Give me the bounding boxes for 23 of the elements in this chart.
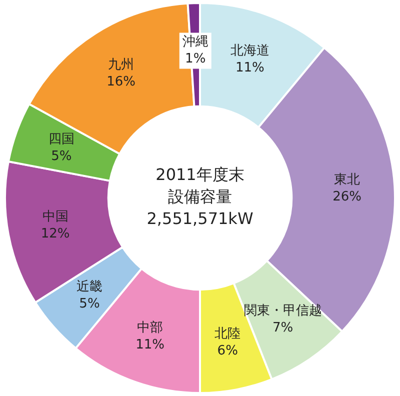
text: 設備容量 <box>168 187 232 206</box>
data-label: 11% <box>235 60 264 76</box>
data-label: 16% <box>106 74 136 90</box>
slice-label: 近畿 <box>76 279 102 294</box>
data-label: 6% <box>217 344 238 359</box>
slice-label: 北陸 <box>214 326 241 342</box>
slice-label: 北海道 <box>230 43 270 58</box>
data-label: 5% <box>51 148 72 164</box>
data-label: 1% <box>185 52 206 67</box>
data-label: 12% <box>40 226 70 242</box>
slice-label: 東北 <box>334 172 360 188</box>
data-label: 11% <box>136 337 165 352</box>
slice-label: 中国 <box>42 209 68 224</box>
text: 2011年度末 <box>156 165 244 184</box>
data-label: 7% <box>272 320 294 336</box>
slice-label: 関東・甲信越 <box>244 304 322 319</box>
data-label: 26% <box>332 190 362 205</box>
slice-label: 四国 <box>48 132 74 147</box>
text: 2,551,571kW <box>146 209 254 228</box>
slice-label: 沖縄 <box>182 34 208 50</box>
data-label: 5% <box>79 296 100 312</box>
slice-label: 中部 <box>137 320 164 336</box>
slice-label: 九州 <box>108 57 134 72</box>
